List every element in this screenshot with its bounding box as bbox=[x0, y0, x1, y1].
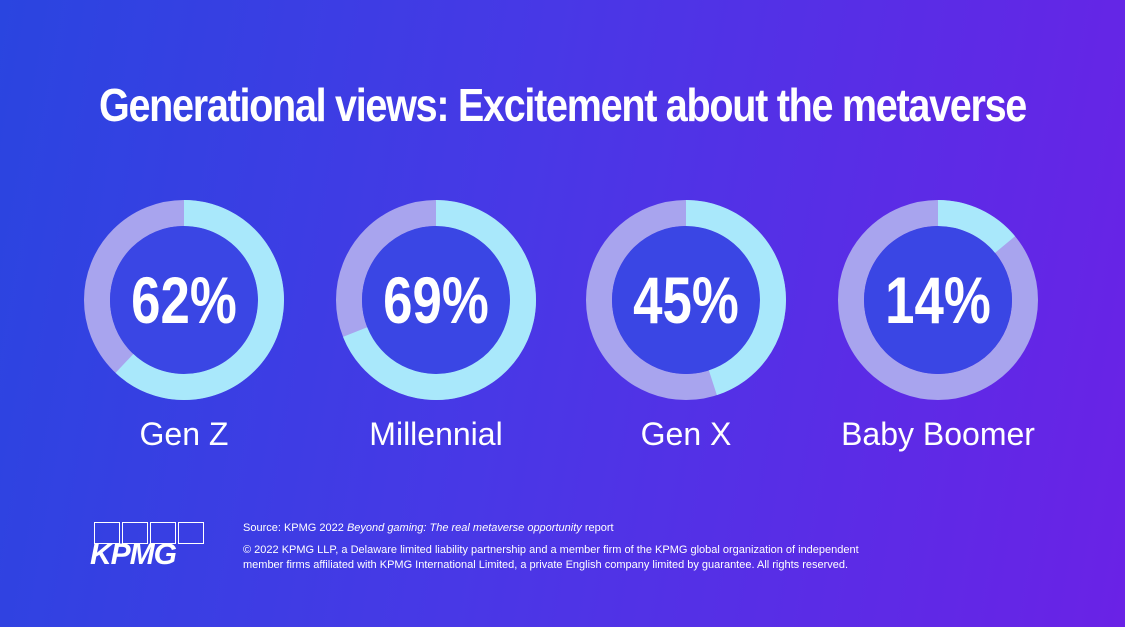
value-label-baby-boomer: 14% bbox=[885, 263, 991, 337]
donut-value-arc-gen-x bbox=[685, 200, 786, 396]
kpmg-logo: KPMG bbox=[90, 522, 210, 574]
donut-value-arc-baby-boomer bbox=[937, 200, 1016, 254]
donut-center-baby-boomer bbox=[864, 226, 1012, 374]
category-label-millennial: Millennial bbox=[369, 416, 503, 452]
donut-value-arc-millennial bbox=[343, 200, 536, 400]
value-label-millennial: 69% bbox=[383, 263, 489, 337]
source-prefix: Source: KPMG 2022 bbox=[243, 522, 347, 534]
category-label-gen-z: Gen Z bbox=[139, 416, 229, 452]
value-label-gen-z: 62% bbox=[131, 263, 237, 337]
footer: Source: KPMG 2022 Beyond gaming: The rea… bbox=[243, 521, 1103, 573]
donut-center-gen-z bbox=[110, 226, 258, 374]
donut-value-arc-gen-z bbox=[115, 200, 284, 400]
donut-center-millennial bbox=[362, 226, 510, 374]
copyright-line-2: member firms affiliated with KPMG Intern… bbox=[243, 559, 849, 571]
value-label-gen-x: 45% bbox=[633, 263, 739, 337]
copyright-line-1: © 2022 KPMG LLP, a Delaware limited liab… bbox=[243, 544, 859, 556]
source-suffix: report bbox=[581, 522, 614, 534]
page-title: Generational views: Excitement about the… bbox=[98, 79, 1027, 131]
category-label-baby-boomer: Baby Boomer bbox=[841, 416, 1035, 452]
category-label-gen-x: Gen X bbox=[640, 416, 732, 452]
source-title: Beyond gaming: The real metaverse opport… bbox=[346, 522, 582, 534]
donut-center-gen-x bbox=[612, 226, 760, 374]
source-note: Source: KPMG 2022 Beyond gaming: The rea… bbox=[243, 521, 1103, 536]
logo-text: KPMG bbox=[90, 538, 177, 571]
